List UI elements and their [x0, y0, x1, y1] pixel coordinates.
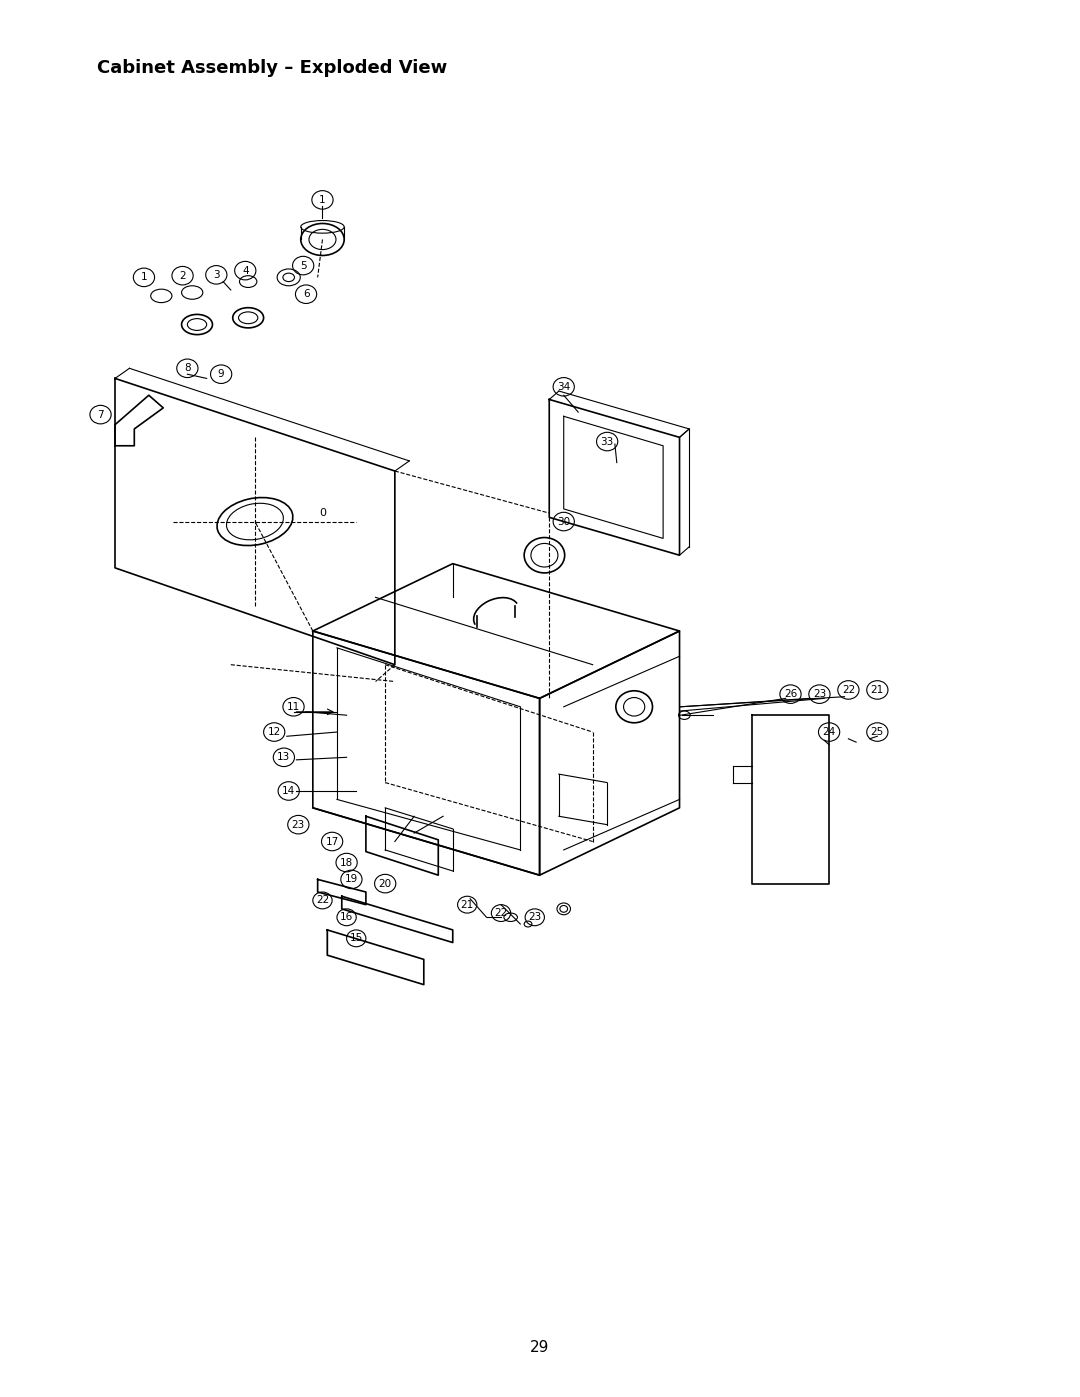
Text: 34: 34 — [557, 381, 570, 391]
Text: 11: 11 — [287, 701, 300, 712]
Text: 20: 20 — [379, 879, 392, 888]
Text: 2: 2 — [179, 271, 186, 281]
Text: 6: 6 — [302, 289, 309, 299]
Text: 19: 19 — [345, 875, 359, 884]
Text: 30: 30 — [557, 517, 570, 527]
Text: 3: 3 — [213, 270, 219, 279]
Text: 12: 12 — [268, 726, 281, 738]
Text: 17: 17 — [325, 837, 339, 847]
Text: 4: 4 — [242, 265, 248, 275]
Text: Cabinet Assembly – Exploded View: Cabinet Assembly – Exploded View — [97, 59, 447, 77]
Text: 1: 1 — [140, 272, 147, 282]
Text: 23: 23 — [813, 689, 826, 698]
Text: 18: 18 — [340, 858, 353, 868]
Text: 22: 22 — [495, 908, 508, 918]
Text: 15: 15 — [350, 933, 363, 943]
Text: 13: 13 — [278, 753, 291, 763]
Text: 26: 26 — [784, 689, 797, 698]
Text: 1: 1 — [320, 196, 326, 205]
Text: 23: 23 — [292, 820, 305, 830]
Text: 24: 24 — [823, 726, 836, 738]
Text: 22: 22 — [841, 685, 855, 694]
Text: 21: 21 — [870, 685, 883, 694]
Text: 8: 8 — [184, 363, 191, 373]
Text: 29: 29 — [530, 1340, 550, 1355]
Text: 25: 25 — [870, 726, 883, 738]
Text: 0: 0 — [319, 509, 326, 518]
Text: 23: 23 — [528, 912, 541, 922]
Text: 33: 33 — [600, 436, 613, 447]
Text: 22: 22 — [315, 895, 329, 905]
Text: 9: 9 — [218, 369, 225, 379]
Text: 7: 7 — [97, 409, 104, 419]
Text: 14: 14 — [282, 787, 295, 796]
Text: 21: 21 — [460, 900, 474, 909]
Text: 5: 5 — [300, 261, 307, 271]
Text: 16: 16 — [340, 912, 353, 922]
